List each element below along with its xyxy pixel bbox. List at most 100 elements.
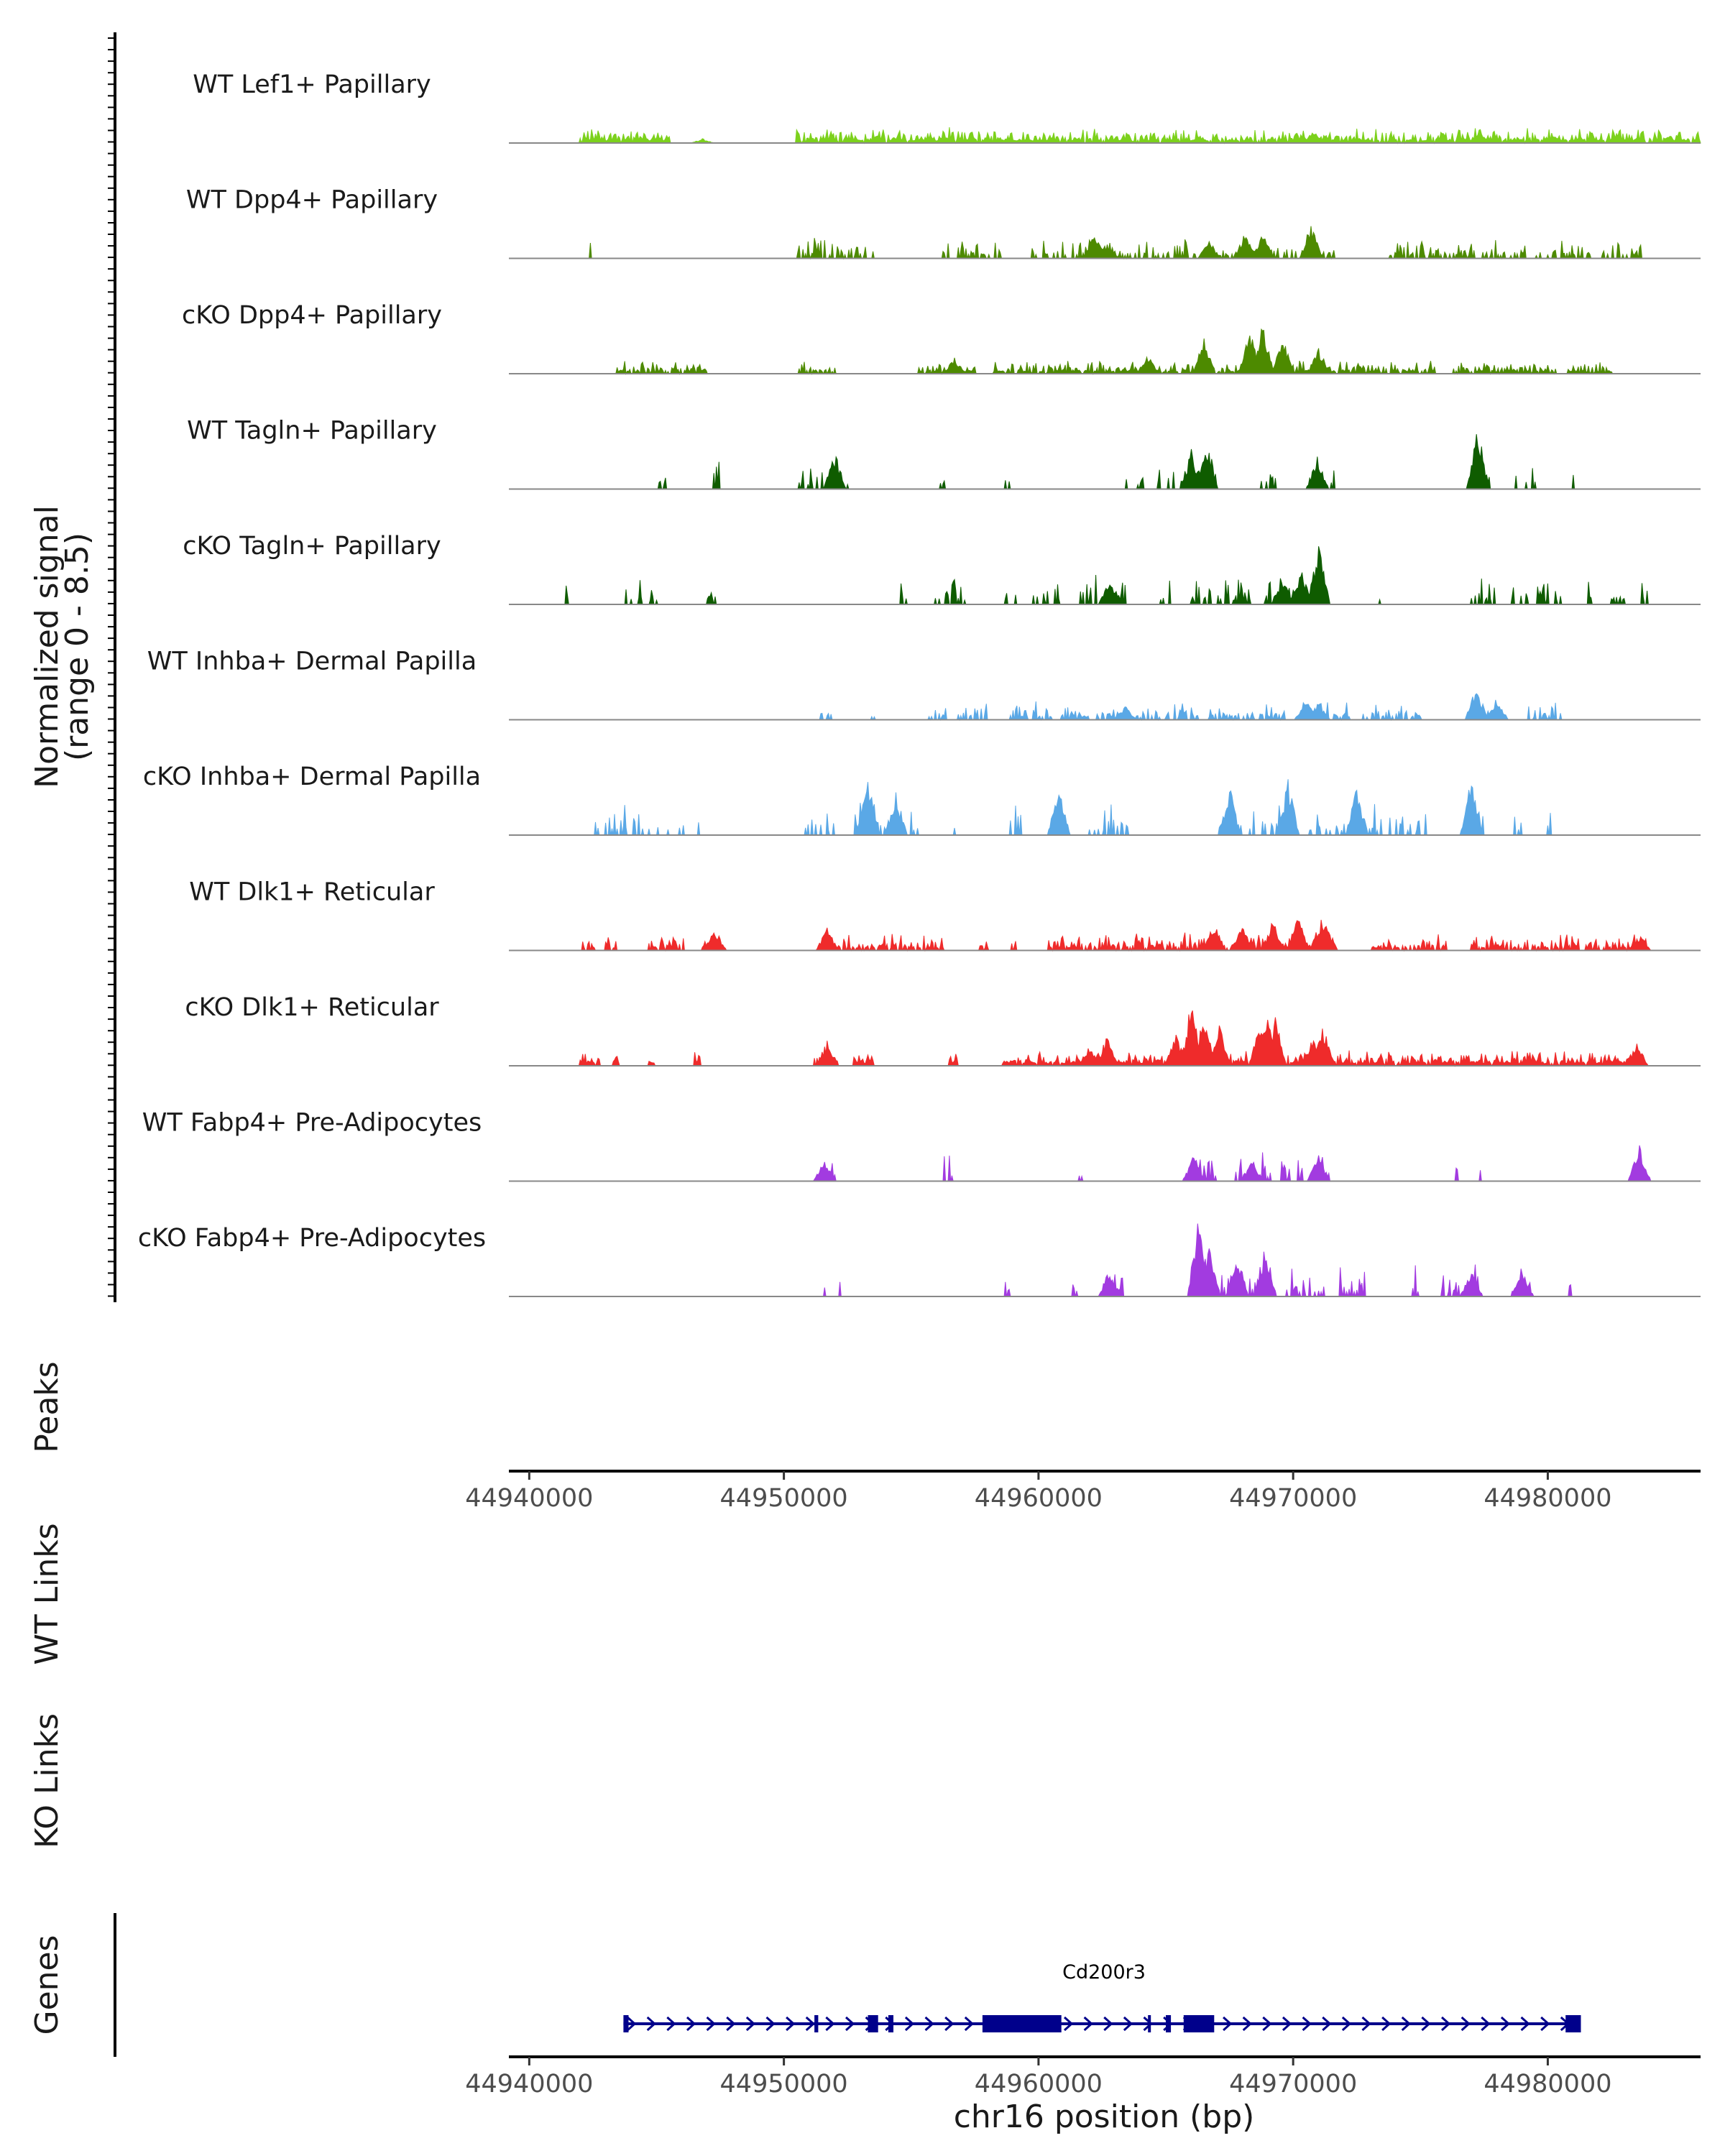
coverage-track: WT Dlk1+ Reticular [189, 878, 1701, 952]
track-label: cKO Tagln+ Papillary [183, 532, 441, 561]
x-tick-label: 44960000 [975, 1484, 1103, 1513]
strand-arrow [1341, 2016, 1352, 2032]
track-label: WT Dpp4+ Papillary [186, 186, 438, 215]
strand-arrow [646, 2016, 656, 2032]
strand-arrow [1282, 2016, 1292, 2032]
strand-arrow [1322, 2016, 1332, 2032]
gene-exon [982, 2015, 1062, 2032]
x-tick-label: 44940000 [465, 1484, 593, 1513]
strand-arrow [1441, 2016, 1451, 2032]
strand-arrow [1381, 2016, 1392, 2032]
strand-arrow [1223, 2016, 1233, 2032]
strand-arrow [745, 2016, 756, 2032]
gene-exon [1565, 2015, 1581, 2032]
strand-arrow [904, 2016, 915, 2032]
x-tick-label: 44970000 [1229, 1484, 1357, 1513]
strand-arrow [1143, 2016, 1153, 2032]
strand-arrow [686, 2016, 696, 2032]
strand-arrow [1063, 2016, 1074, 2032]
coverage-track: cKO Dpp4+ Papillary [182, 301, 1701, 375]
strand-arrow [786, 2016, 796, 2032]
strand-arrow [964, 2016, 975, 2032]
coverage-area [509, 693, 1701, 722]
coverage-area [509, 546, 1701, 605]
x-axis-title: chr16 position (bp) [954, 2099, 1255, 2135]
coverage-area [509, 1145, 1701, 1181]
peaks-panel-label: Peaks [29, 1361, 65, 1452]
track-label: cKO Fabp4+ Pre-Adipocytes [138, 1224, 486, 1253]
strand-arrow [1500, 2016, 1511, 2032]
coverage-area [509, 1010, 1701, 1067]
strand-arrow [1242, 2016, 1252, 2032]
strand-arrow [666, 2016, 676, 2032]
strand-arrow [765, 2016, 776, 2032]
strand-arrow [726, 2016, 736, 2032]
strand-arrow [944, 2016, 954, 2032]
gene-name-label: Cd200r3 [1062, 1961, 1146, 1984]
gene-exon [1166, 2015, 1172, 2032]
strand-arrow [1361, 2016, 1371, 2032]
coverage-area [509, 126, 1701, 144]
strand-arrow [924, 2016, 934, 2032]
x-tick-label: 44980000 [1484, 1484, 1611, 1513]
coverage-area [509, 434, 1701, 490]
gene-exon [1183, 2015, 1215, 2032]
track-label: cKO Dpp4+ Papillary [182, 301, 442, 330]
coverage-track: WT Dpp4+ Papillary [186, 186, 1701, 260]
x-tick-label: 44960000 [975, 2070, 1103, 2099]
strand-arrow [706, 2016, 716, 2032]
coverage-track: WT Inhba+ Dermal Papilla [147, 648, 1701, 722]
strand-arrow [1540, 2016, 1550, 2032]
gene-exon [1148, 2015, 1151, 2032]
coverage-area [509, 779, 1701, 836]
coverage-area [509, 226, 1701, 260]
coverage-track: cKO Inhba+ Dermal Papilla [143, 763, 1701, 836]
coverage-tracks: WT Lef1+ Papillary WT Dpp4+ Papillary cKO … [138, 70, 1701, 1297]
signal-axis [108, 32, 116, 1302]
coverage-track: WT Lef1+ Papillary [193, 70, 1701, 144]
strand-arrow [1520, 2016, 1530, 2032]
track-label: WT Lef1+ Papillary [193, 70, 431, 99]
track-label: WT Dlk1+ Reticular [189, 878, 435, 907]
coverage-area [509, 328, 1701, 375]
coverage-track: cKO Fabp4+ Pre-Adipocytes [138, 1223, 1701, 1297]
gene-exon [814, 2015, 819, 2032]
gene-exon [888, 2015, 893, 2032]
gene-exon [623, 2015, 629, 2032]
genes-x-axis: 44940000 44950000 44960000 44970000 44980000 [465, 2055, 1701, 2099]
strand-arrow [805, 2016, 815, 2032]
gene-exon [868, 2015, 878, 2032]
strand-arrow [1302, 2016, 1312, 2032]
coverage-track: cKO Tagln+ Papillary [183, 532, 1701, 605]
strand-arrow [1421, 2016, 1431, 2032]
track-label: WT Tagln+ Papillary [187, 417, 437, 446]
strand-arrow [1262, 2016, 1272, 2032]
strand-arrow [1481, 2016, 1491, 2032]
track-label: cKO Inhba+ Dermal Papilla [143, 763, 481, 791]
x-tick-label: 44940000 [465, 2070, 593, 2099]
x-tick-label: 44950000 [720, 2070, 848, 2099]
gene-track [623, 2015, 1581, 2032]
strand-arrow [825, 2016, 835, 2032]
strand-arrow [845, 2016, 855, 2032]
strand-arrow [1460, 2016, 1471, 2032]
track-label: WT Inhba+ Dermal Papilla [147, 648, 477, 676]
track-label: cKO Dlk1+ Reticular [185, 993, 439, 1022]
coverage-track: WT Tagln+ Papillary [187, 417, 1701, 490]
peaks-x-axis: 44940000 44950000 44960000 44970000 44980000 [465, 1470, 1701, 1513]
coverage-area [509, 1223, 1701, 1297]
strand-arrow [627, 2016, 637, 2032]
x-tick-label: 44970000 [1229, 2070, 1357, 2099]
wt-links-panel-label: WT Links [29, 1523, 65, 1664]
x-tick-label: 44950000 [720, 1484, 848, 1513]
strand-arrow [1083, 2016, 1093, 2032]
strand-arrow [1123, 2016, 1133, 2032]
ko-links-panel-label: KO Links [29, 1713, 65, 1848]
signal-axis-title-line1: Normalized signal [29, 505, 65, 788]
coverage-track: cKO Dlk1+ Reticular [185, 993, 1701, 1067]
strand-arrow [1103, 2016, 1113, 2032]
coverage-area [509, 919, 1701, 952]
track-label: WT Fabp4+ Pre-Adipocytes [142, 1109, 482, 1138]
signal-axis-title-line2: (range 0 - 8.5) [59, 533, 96, 761]
